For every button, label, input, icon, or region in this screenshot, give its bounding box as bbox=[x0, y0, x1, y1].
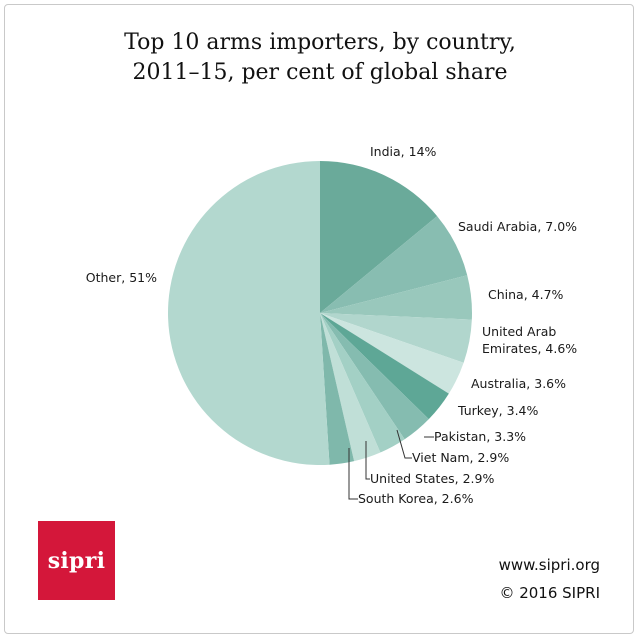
leader-line-united-states-2-9 bbox=[365, 441, 370, 480]
slice-label-pakistan-3-3: Pakistan, 3.3% bbox=[434, 429, 526, 444]
leader-line-viet-nam-2-9 bbox=[396, 429, 412, 459]
slice-label-india-14: India, 14% bbox=[370, 144, 437, 159]
sipri-logo-text: sipri bbox=[47, 547, 106, 574]
slice-label-united-arab-emirates-4-6: United Arab Emirates, 4.6% bbox=[482, 324, 577, 356]
leader-line-south-korea-2-6 bbox=[348, 448, 358, 500]
pie-slice-united-arab-emirates-4-6 bbox=[320, 313, 472, 363]
chart-title: Top 10 arms importers, by country, 2011–… bbox=[0, 28, 640, 88]
slice-label-saudi-arabia-7-0: Saudi Arabia, 7.0% bbox=[458, 219, 577, 234]
slice-label-australia-3-6: Australia, 3.6% bbox=[471, 376, 566, 391]
pie-slice-india-14 bbox=[320, 161, 438, 313]
pie-slice-turkey-3-4 bbox=[320, 313, 449, 420]
leader-lines bbox=[348, 429, 434, 500]
footer-copyright: © 2016 SIPRI bbox=[499, 584, 600, 602]
slice-label-turkey-3-4: Turkey, 3.4% bbox=[457, 403, 539, 418]
sipri-logo: sipri bbox=[38, 521, 115, 600]
chart-title-line-1: Top 10 arms importers, by country, bbox=[124, 30, 516, 55]
slice-label-china-4-7: China, 4.7% bbox=[488, 287, 564, 302]
slice-label-south-korea-2-6: South Korea, 2.6% bbox=[358, 491, 474, 506]
slice-labels: India, 14% Saudi Arabia, 7.0% China, 4.7% U… bbox=[86, 144, 578, 506]
pie-slice-pakistan-3-3 bbox=[320, 313, 429, 440]
slice-label-united-states-2-9: United States, 2.9% bbox=[370, 471, 494, 486]
slice-label-viet-nam-2-9: Viet Nam, 2.9% bbox=[412, 450, 509, 465]
pie-slice-south-korea-2-6 bbox=[320, 313, 355, 465]
chart-title-line-2: 2011–15, per cent of global share bbox=[132, 60, 508, 85]
pie-slice-china-4-7 bbox=[320, 275, 472, 320]
pie-slice-viet-nam-2-9 bbox=[320, 313, 405, 453]
pie-slice-saudi-arabia-7-0 bbox=[320, 216, 468, 313]
footer-url: www.sipri.org bbox=[498, 556, 600, 574]
pie-slice-australia-3-6 bbox=[320, 313, 464, 394]
pie-slice-united-states-2-9 bbox=[320, 313, 381, 462]
pie-slices bbox=[167, 161, 472, 465]
pie-slice-other-51 bbox=[167, 161, 330, 465]
slice-label-other-51: Other, 51% bbox=[86, 270, 157, 285]
